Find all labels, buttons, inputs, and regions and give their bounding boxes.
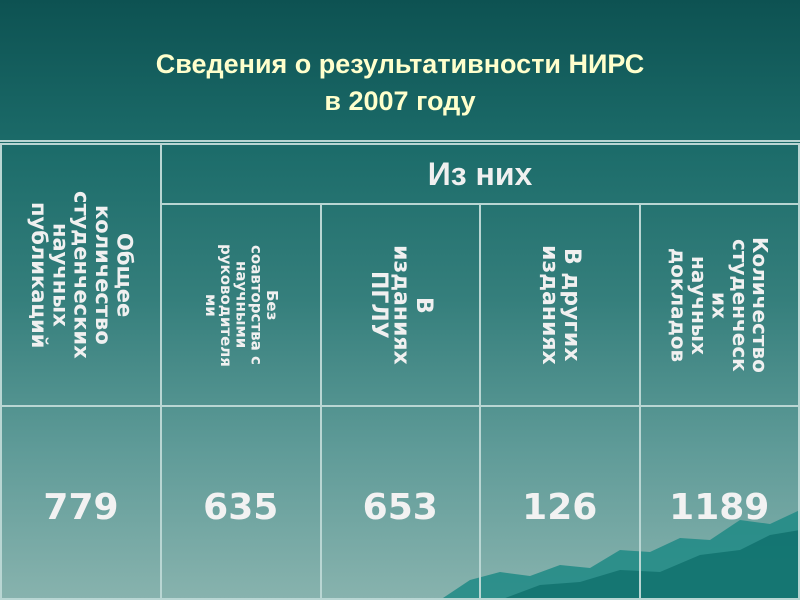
header-line: научных [687, 255, 712, 355]
header-line: Без [262, 289, 281, 321]
slide-title: Сведения о результативности НИРС в 2007 … [0, 46, 800, 120]
value-pglu-publications: 653 [319, 405, 481, 600]
header-line: докладов [666, 247, 691, 363]
header-line: Количество [748, 237, 773, 373]
header-line: изданиях [388, 245, 414, 365]
header-without-coauthors: Без соавторства с научными руководителя ми [160, 203, 322, 407]
header-student-reports: Количество студенческ их научных докладов [638, 203, 800, 407]
divider [0, 140, 800, 142]
header-line: количество [91, 205, 116, 345]
header-line: В [410, 296, 436, 314]
header-line: ми [201, 293, 220, 317]
header-line: Общее [112, 232, 137, 318]
value-other-publications: 126 [479, 405, 641, 600]
header-total-publications: Общее количество студенческих научных публик… [0, 143, 162, 407]
value-student-reports: 1189 [638, 405, 800, 600]
header-line: студенческ [727, 238, 752, 372]
title-line-1: Сведения о результативности НИРС [155, 49, 645, 79]
header-line: соавторства с [247, 245, 266, 365]
results-table: Общее количество студенческих научных публик… [0, 143, 800, 600]
header-other-publications: В других изданиях [479, 203, 641, 407]
title-line-2: в 2007 году [324, 86, 476, 116]
header-line: изданиях [536, 245, 562, 365]
header-line: ПГЛУ [366, 271, 392, 339]
value-without-coauthors: 635 [160, 405, 322, 600]
header-line: руководителя [217, 243, 236, 367]
header-line: публикаций [26, 201, 51, 349]
header-line: их [707, 291, 732, 319]
header-line: научных [48, 223, 73, 327]
group-header: Из них [160, 143, 800, 205]
header-line: В других [559, 248, 585, 362]
header-line: научными [232, 261, 251, 349]
value-total-publications: 779 [0, 405, 162, 600]
header-line: студенческих [69, 191, 94, 359]
